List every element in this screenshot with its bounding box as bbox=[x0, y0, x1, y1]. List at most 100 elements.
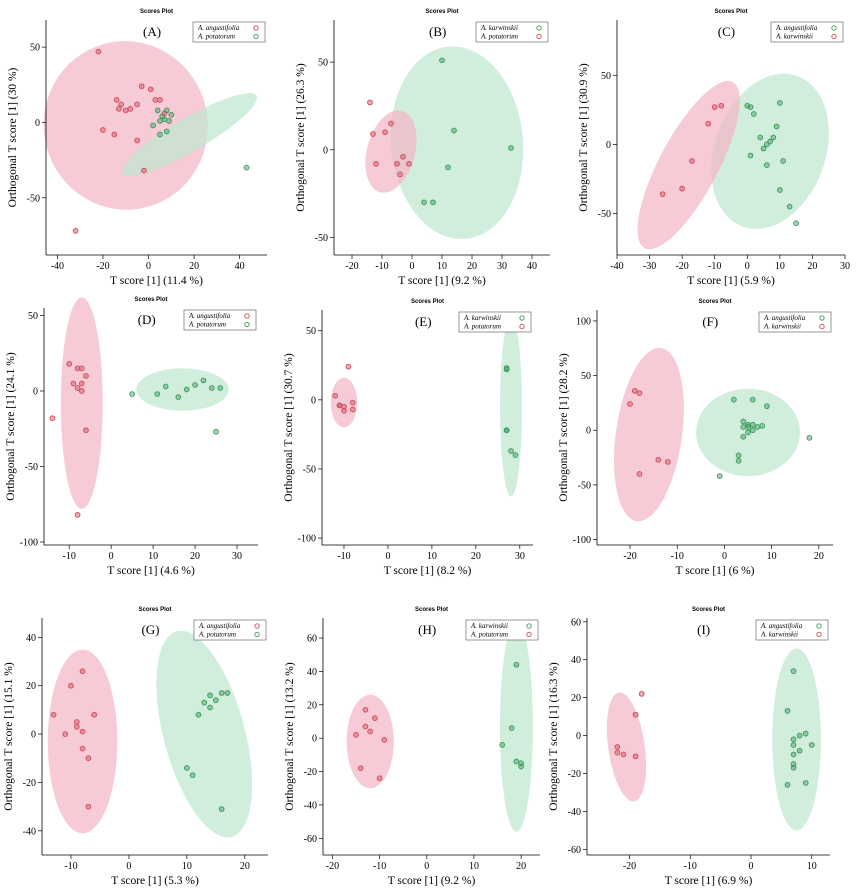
x-tick-label: 20 bbox=[240, 861, 250, 872]
score-point-green bbox=[777, 187, 783, 193]
y-axis-title: Orthogonal T score [1] (24.1 %) bbox=[5, 352, 17, 501]
score-point-green bbox=[749, 421, 756, 428]
score-point-red bbox=[152, 96, 159, 103]
confidence-ellipse-red bbox=[614, 347, 684, 522]
x-axis-title: T score [1] (4.6 %) bbox=[107, 565, 195, 577]
score-point-green bbox=[163, 128, 170, 135]
x-tick-label: -10 bbox=[708, 261, 721, 272]
plot-title: Scores Plot bbox=[415, 607, 448, 613]
score-point-green bbox=[773, 123, 780, 130]
panel-label: (B) bbox=[429, 24, 446, 39]
score-point-red bbox=[127, 106, 134, 112]
score-point-green bbox=[207, 704, 213, 711]
score-point-green bbox=[243, 164, 250, 171]
y-tick-label: 0 bbox=[586, 426, 591, 437]
x-tick-label: 20 bbox=[516, 861, 526, 872]
score-point-green bbox=[749, 427, 756, 434]
y-tick-label: 0 bbox=[31, 730, 36, 741]
score-point-red bbox=[655, 456, 662, 463]
legend-marker-red bbox=[254, 623, 260, 629]
y-tick-label: 0 bbox=[35, 118, 40, 129]
y-tick-label: 0 bbox=[311, 395, 316, 406]
score-point-red bbox=[134, 101, 140, 108]
score-point-green bbox=[757, 134, 764, 141]
score-point-red bbox=[397, 171, 403, 178]
score-point-green bbox=[784, 708, 791, 714]
y-axis-title: Orthogonal T score [1] (16.3 %) bbox=[548, 662, 560, 811]
score-point-green bbox=[513, 661, 520, 668]
score-point-red bbox=[332, 392, 339, 399]
y-tick-label: 50 bbox=[30, 43, 40, 54]
x-tick-label: 0 bbox=[385, 551, 390, 562]
scores-plot-panel-1: Scores Plot -40 -20 0 20 40 -50 0 50 T score [1] … bbox=[7, 9, 267, 287]
legend-marker-green bbox=[244, 321, 250, 328]
x-tick-label: -20 bbox=[675, 261, 688, 272]
legend-label: A. karwinskii bbox=[760, 631, 798, 639]
x-tick-label: 20 bbox=[814, 551, 824, 562]
score-point-red bbox=[620, 751, 627, 758]
y-tick-label: -100 bbox=[20, 537, 38, 548]
panel-label: (I) bbox=[697, 622, 710, 637]
score-point-red bbox=[341, 408, 347, 414]
panel-label: (H) bbox=[418, 622, 436, 637]
score-point-green bbox=[790, 668, 797, 674]
confidence-ellipse-green bbox=[121, 93, 258, 176]
score-point-red bbox=[705, 120, 712, 127]
score-point-green bbox=[745, 424, 751, 430]
y-tick-label: -50 bbox=[303, 464, 316, 475]
score-point-red bbox=[381, 736, 388, 743]
y-axis-title: Orthogonal T score [1] (30 %) bbox=[7, 67, 19, 207]
score-point-red bbox=[157, 96, 163, 103]
score-point-red bbox=[122, 107, 129, 114]
x-tick-label: 40 bbox=[527, 261, 537, 272]
score-point-green bbox=[754, 424, 761, 430]
confidence-ellipse-red bbox=[637, 81, 740, 250]
score-point-green bbox=[806, 435, 813, 441]
score-point-red bbox=[689, 158, 695, 164]
x-tick-label: 20 bbox=[189, 261, 199, 272]
panel-label: (F) bbox=[702, 314, 718, 329]
score-point-red bbox=[614, 749, 621, 756]
y-tick-label: -40 bbox=[568, 807, 581, 818]
legend-label: A. angustifolia bbox=[775, 24, 818, 32]
confidence-ellipse-red bbox=[346, 694, 394, 789]
score-point-red bbox=[345, 363, 352, 370]
score-point-red bbox=[711, 104, 718, 110]
y-axis-title: Orthogonal T score [1] (30.9 %) bbox=[578, 63, 590, 212]
legend-marker-green bbox=[254, 631, 260, 638]
confidence-ellipse-red bbox=[43, 41, 208, 210]
y-tick-label: 60 bbox=[307, 634, 317, 645]
legend-label: A. karwinskii bbox=[470, 622, 508, 630]
score-point-red bbox=[50, 711, 57, 718]
y-tick-label: -50 bbox=[315, 233, 328, 244]
plot-title: Scores Plot bbox=[411, 299, 444, 305]
score-point-green bbox=[218, 690, 225, 696]
plot-title: Scores Plot bbox=[425, 9, 458, 15]
score-point-red bbox=[400, 153, 406, 160]
score-point-red bbox=[388, 120, 394, 127]
x-tick-label: -20 bbox=[623, 861, 636, 872]
legend-marker-red bbox=[536, 33, 542, 40]
y-tick-label: 0 bbox=[576, 731, 581, 742]
score-point-red bbox=[111, 131, 118, 138]
x-tick-label: 10 bbox=[427, 551, 437, 562]
score-point-green bbox=[154, 391, 161, 397]
score-point-red bbox=[632, 711, 639, 718]
score-point-red bbox=[118, 101, 125, 108]
y-tick-label: 0 bbox=[312, 734, 317, 745]
score-point-green bbox=[777, 100, 783, 106]
y-tick-label: -50 bbox=[598, 209, 611, 220]
legend-box bbox=[458, 311, 532, 333]
score-point-green bbox=[770, 134, 777, 141]
x-tick-label: -10 bbox=[671, 551, 684, 562]
score-point-green bbox=[213, 428, 219, 435]
confidence-ellipse-green bbox=[696, 388, 800, 477]
score-point-red bbox=[95, 48, 102, 55]
score-point-green bbox=[218, 806, 225, 812]
score-point-red bbox=[73, 719, 80, 725]
scores-plot-panel-8: Scores Plot -20 -10 0 10 20 -60 -40 -20 0 20 40 60 T … bbox=[284, 607, 540, 887]
y-tick-label: -100 bbox=[573, 535, 591, 546]
